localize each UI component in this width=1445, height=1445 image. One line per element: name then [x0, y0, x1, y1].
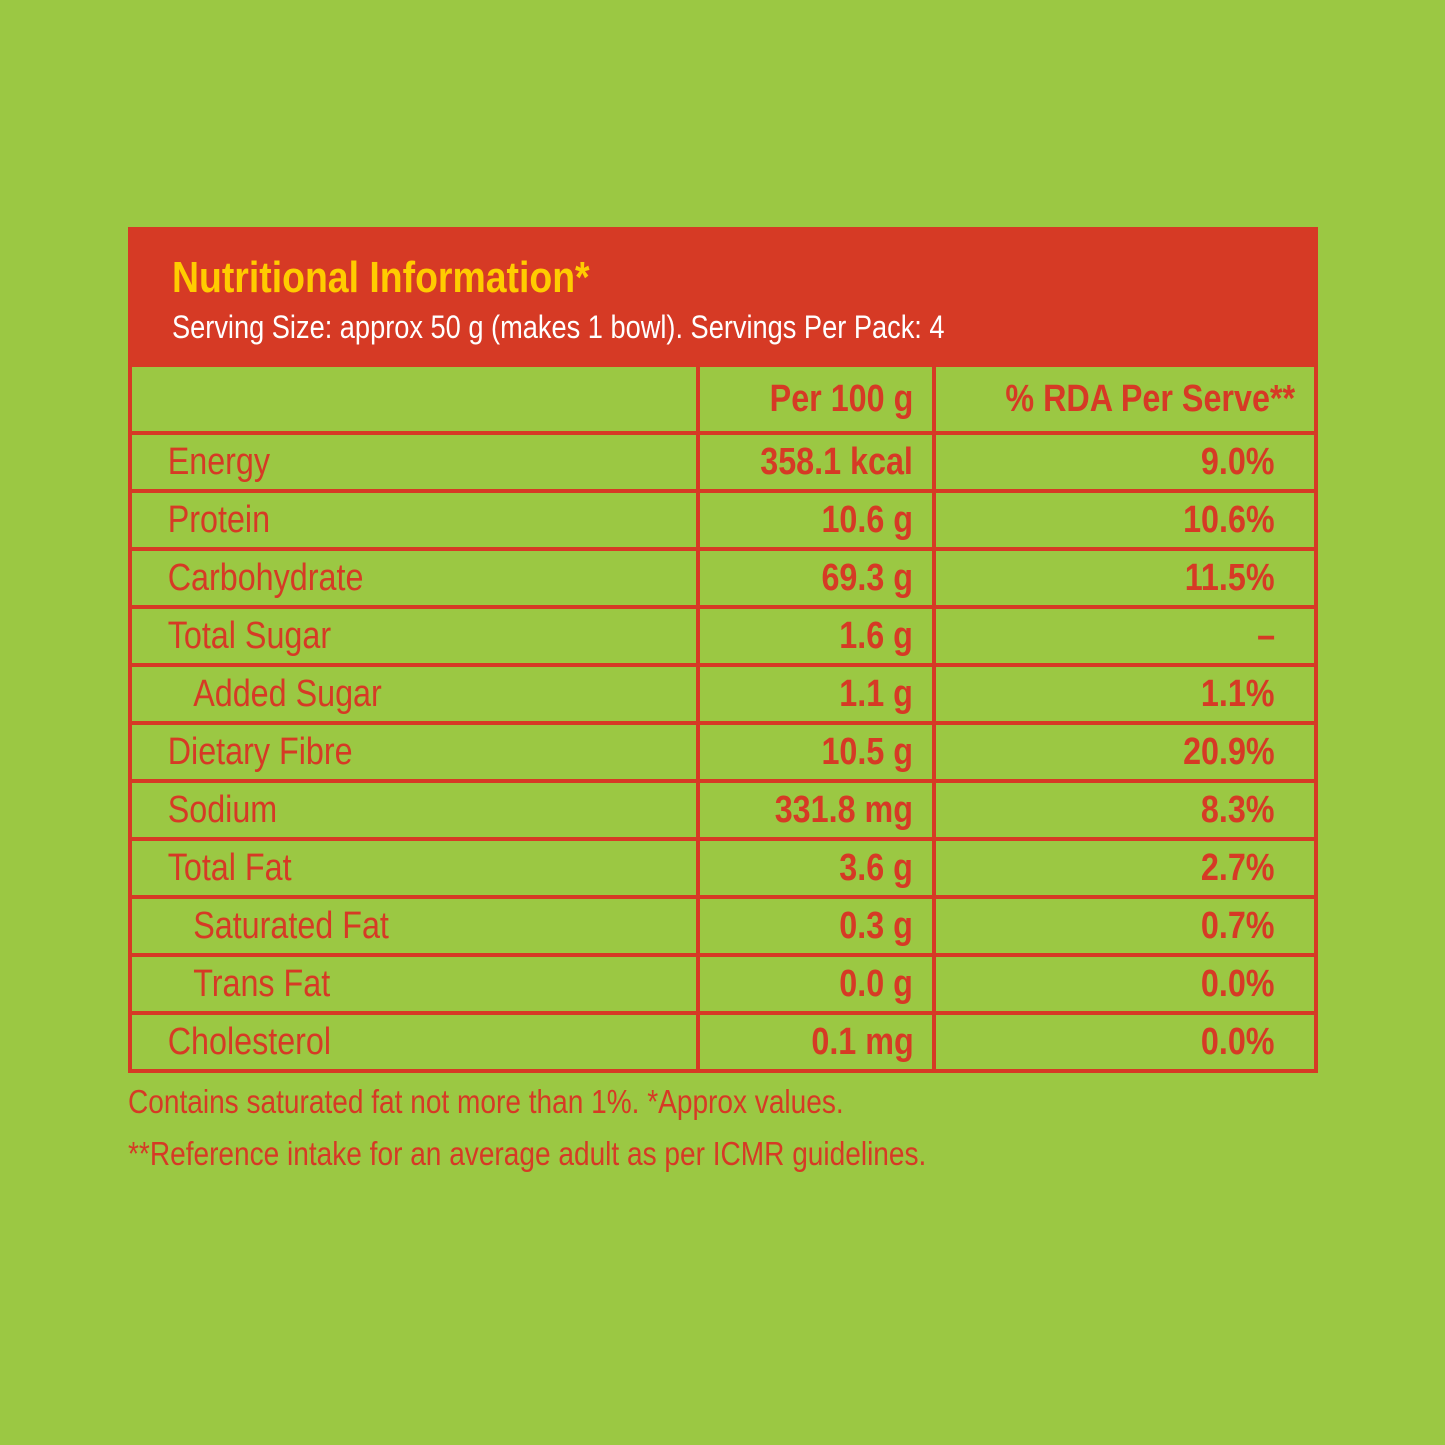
nutrient-row: Sodium 331.8 mg 8.3% [128, 779, 1318, 841]
nutrient-name: Carbohydrate [128, 547, 700, 609]
nutrient-row: Protein 10.6 g 10.6% [128, 489, 1318, 551]
nutrient-row: Added Sugar 1.1 g 1.1% [128, 663, 1318, 725]
nutrient-name: Cholesterol [128, 1011, 700, 1073]
nutrient-name: Saturated Fat [128, 895, 700, 957]
nutrient-row: Trans Fat 0.0 g 0.0% [128, 953, 1318, 1015]
nutrient-value: 0.7% [932, 895, 1318, 957]
nutrient-name: Added Sugar [128, 663, 700, 725]
nutrient-value: 11.5% [932, 547, 1318, 609]
nutrient-name: Sodium [128, 779, 700, 841]
nutrient-value: 69.3 g [696, 547, 936, 609]
nutrient-row: Carbohydrate 69.3 g 11.5% [128, 547, 1318, 609]
nutrient-value: 3.6 g [696, 837, 936, 899]
nutrient-value: 0.1 mg [696, 1011, 936, 1073]
nutrient-value: 10.5 g [696, 721, 936, 783]
nutrient-name: Total Fat [128, 837, 700, 899]
nutrient-value: 0.0 g [696, 953, 936, 1015]
nutrient-value: 9.0% [932, 431, 1318, 493]
nutrient-value: 1.1 g [696, 663, 936, 725]
nutrient-value: 0.0% [932, 953, 1318, 1015]
nutrition-table: Per 100 g % RDA Per Serve** Energy 358.1 … [128, 363, 1318, 1073]
column-header: Per 100 g [696, 363, 936, 435]
empty-cell [128, 363, 700, 435]
header-row: Per 100 g % RDA Per Serve** [128, 363, 1318, 435]
nutrient-value: 1.1% [932, 663, 1318, 725]
subtitle: Serving Size: approx 50 g (makes 1 bowl)… [172, 309, 945, 345]
nutrient-row: Cholesterol 0.1 mg 0.0% [128, 1011, 1318, 1073]
header: Nutritional Information* Serving Size: a… [128, 227, 1318, 363]
nutrient-value: 10.6 g [696, 489, 936, 551]
nutrient-row: Dietary Fibre 10.5 g 20.9% [128, 721, 1318, 783]
nutrient-name: Protein [128, 489, 700, 551]
nutrient-value: 1.6 g [696, 605, 936, 667]
nutrition-panel: Nutritional Information* Serving Size: a… [128, 227, 1318, 1173]
nutrient-value: 10.6% [932, 489, 1318, 551]
nutrient-row: Saturated Fat 0.3 g 0.7% [128, 895, 1318, 957]
column-header: % RDA Per Serve** [932, 363, 1318, 435]
nutrient-value: 0.0% [932, 1011, 1318, 1073]
nutrient-name: Total Sugar [128, 605, 700, 667]
footnote: **Reference intake for an average adult … [128, 1135, 927, 1172]
nutrient-row: Total Fat 3.6 g 2.7% [128, 837, 1318, 899]
nutrient-name: Trans Fat [128, 953, 700, 1015]
nutrient-name: Dietary Fibre [128, 721, 700, 783]
nutrient-row: Energy 358.1 kcal 9.0% [128, 431, 1318, 493]
nutrient-value: 0.3 g [696, 895, 936, 957]
table-body: Per 100 g % RDA Per Serve** Energy 358.1 … [128, 363, 1318, 1073]
nutrient-value: 20.9% [932, 721, 1318, 783]
nutrient-row: Total Sugar 1.6 g – [128, 605, 1318, 667]
nutrient-value: 8.3% [932, 779, 1318, 841]
nutrient-value: – [932, 605, 1318, 667]
nutrient-value: 358.1 kcal [696, 431, 936, 493]
nutrient-value: 331.8 mg [696, 779, 936, 841]
nutrient-name: Energy [128, 431, 700, 493]
nutrient-value: 2.7% [932, 837, 1318, 899]
title: Nutritional Information* [172, 253, 590, 302]
footnote: Contains saturated fat not more than 1%.… [128, 1083, 844, 1120]
